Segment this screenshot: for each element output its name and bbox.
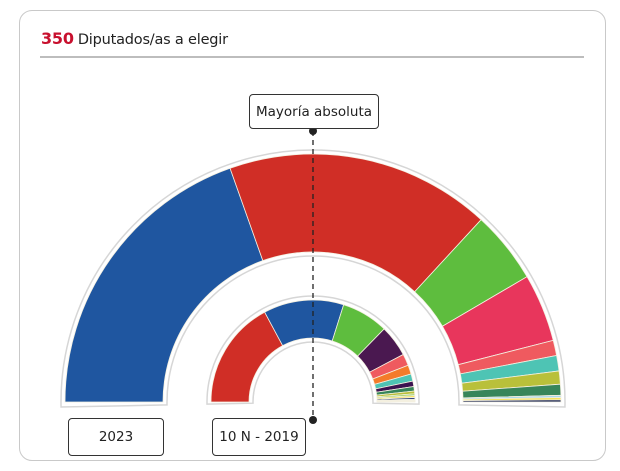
ring-label-2019[interactable]: 10 N - 2019	[212, 418, 306, 456]
majority-line-bottom-dot	[309, 416, 317, 424]
header-title: Diputados/as a elegir	[77, 32, 228, 48]
chart-header: 350 Diputados/as a elegir	[41, 29, 228, 48]
majority-line-top-dot	[309, 127, 317, 135]
ring-label-2023[interactable]: 2023	[68, 418, 164, 456]
seat-segment-0[interactable]	[64, 167, 264, 403]
ring-2019	[210, 299, 416, 403]
seat-segment-1[interactable]	[229, 153, 482, 293]
ring-2023	[64, 153, 562, 403]
seats-total: 350	[41, 29, 74, 48]
chart-card	[19, 10, 606, 461]
header-divider	[40, 56, 584, 58]
seat-segment-10[interactable]	[462, 399, 562, 403]
majority-label: Mayoría absoluta	[249, 94, 379, 129]
seat-segment-15[interactable]	[376, 400, 416, 403]
